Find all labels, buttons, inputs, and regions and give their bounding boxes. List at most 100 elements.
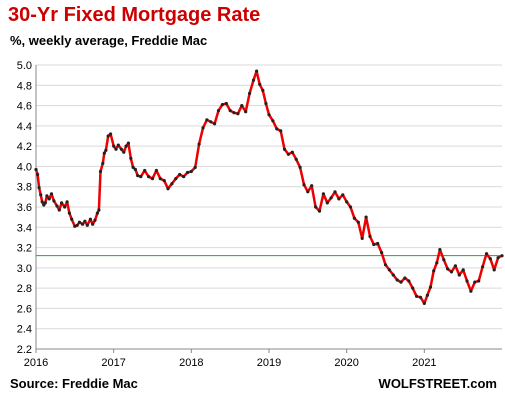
data-point [469, 289, 473, 293]
data-point [220, 103, 224, 107]
data-point [258, 82, 262, 86]
data-point [442, 258, 446, 262]
data-point [57, 208, 61, 212]
data-point [329, 196, 333, 200]
data-point [185, 170, 190, 175]
data-point [39, 193, 43, 197]
data-point [391, 273, 395, 277]
data-point [224, 101, 228, 106]
data-point [411, 286, 415, 290]
data-point [91, 222, 95, 226]
data-point [418, 295, 423, 299]
data-point [267, 113, 271, 117]
data-point [49, 192, 54, 196]
data-point [143, 168, 147, 173]
y-tick-label: 2.6 [17, 303, 32, 315]
data-point [306, 190, 310, 194]
data-point [63, 205, 67, 209]
data-point [197, 142, 201, 146]
data-point [126, 141, 130, 145]
data-point [453, 264, 457, 268]
data-point [95, 211, 99, 215]
data-point [150, 177, 155, 181]
data-point [461, 268, 465, 272]
data-point [116, 143, 120, 147]
data-point [133, 167, 137, 172]
data-point [34, 167, 38, 172]
data-point [104, 148, 108, 152]
data-point [37, 186, 41, 190]
y-tick-label: 2.8 [17, 283, 32, 295]
data-point [47, 197, 51, 201]
data-point [36, 172, 40, 177]
data-point [438, 248, 442, 252]
data-point [67, 211, 71, 215]
data-point [279, 129, 283, 133]
data-point [236, 112, 240, 116]
data-point [286, 152, 290, 156]
data-point [435, 261, 439, 265]
y-tick-label: 2.2 [17, 344, 32, 356]
y-tick-label: 5.0 [17, 60, 32, 72]
series-markers [34, 69, 504, 305]
data-point [122, 150, 126, 154]
data-point [97, 208, 101, 212]
y-tick-label: 3.6 [17, 202, 32, 214]
y-tick-label: 4.4 [17, 121, 32, 133]
data-point [77, 220, 82, 224]
data-point [154, 168, 158, 173]
data-point [52, 199, 56, 203]
data-point [75, 223, 79, 227]
y-axis-ticks: 5.0 4.8 4.6 4.4 4.2 4.0 3.8 3.6 3.4 3.2 3.0 2.8 2.6 2… [17, 60, 32, 356]
data-point [85, 223, 89, 227]
data-point [432, 269, 436, 273]
data-point [205, 118, 209, 122]
data-point [178, 172, 182, 177]
data-point [290, 150, 294, 154]
data-point [383, 263, 388, 267]
data-point [399, 280, 403, 284]
source-note: Source: Freddie Mac [10, 376, 138, 391]
data-point [395, 278, 399, 282]
data-point [415, 294, 419, 298]
brand-logo: WOLFSTREET.com [378, 376, 497, 391]
data-point [310, 184, 314, 188]
data-point [55, 204, 59, 208]
data-point [131, 165, 135, 169]
chart-subtitle: %, weekly average, Freddie Mac [10, 33, 208, 48]
y-tick-label: 3.4 [17, 222, 32, 234]
y-tick-label: 2.4 [17, 324, 32, 336]
data-point [60, 201, 64, 205]
data-point [106, 134, 110, 138]
x-tick-label: 2019 [257, 357, 281, 369]
data-point [449, 270, 454, 274]
x-tick-label: 2020 [334, 357, 358, 369]
data-point [101, 161, 105, 165]
data-point [88, 217, 92, 221]
data-point [337, 197, 341, 201]
data-point [428, 285, 433, 289]
x-tick-label: 2018 [179, 357, 203, 369]
y-tick-label: 3.2 [17, 243, 32, 255]
y-tick-label: 4.8 [17, 80, 32, 92]
data-point [298, 165, 302, 169]
data-point [407, 279, 411, 283]
data-point [109, 132, 113, 136]
data-point [201, 126, 205, 130]
y-tick-label: 3.8 [17, 182, 32, 194]
data-point [139, 175, 143, 179]
data-point [425, 293, 429, 297]
data-point [484, 252, 489, 256]
data-point [70, 217, 74, 221]
data-point [403, 276, 407, 280]
gridlines [35, 64, 502, 350]
data-point [368, 234, 372, 238]
data-point [465, 279, 469, 283]
y-tick-label: 4.6 [17, 101, 32, 113]
data-point [124, 144, 128, 148]
data-point [282, 147, 287, 151]
data-point [325, 201, 329, 205]
data-point [40, 200, 44, 204]
data-point [457, 273, 461, 277]
